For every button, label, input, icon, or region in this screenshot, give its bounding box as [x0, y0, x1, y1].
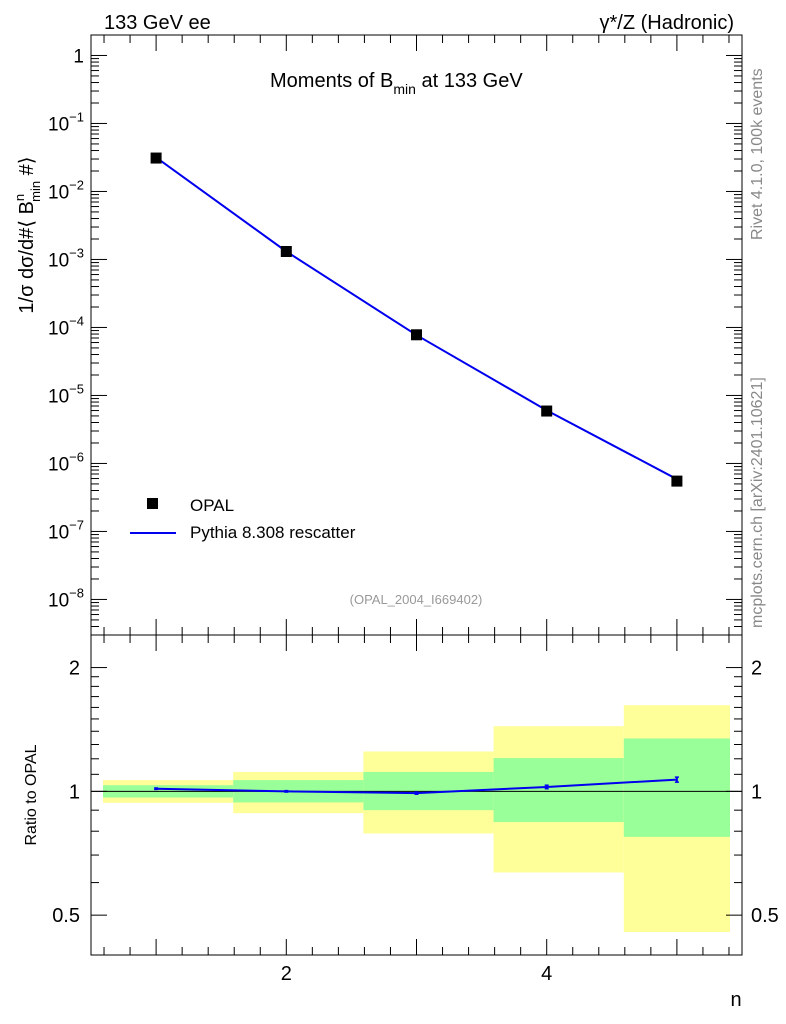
main-y-tick-labels: 1 10−1 10−2 10−3 10−4 10−5 10−6 10−7 10−8	[48, 46, 84, 611]
data-point-opal	[411, 329, 422, 341]
y-tick-label: 10−2	[48, 177, 84, 203]
ratio-y-tick-label: 2	[69, 658, 80, 680]
main-panel: 1 10−1 10−2 10−3 10−4 10−5 10−6 10−7 10−8 Moment…	[12, 34, 743, 636]
ratio-ticks	[91, 635, 742, 956]
y-tick-label: 1	[73, 46, 84, 67]
y-tick-label: 10−8	[48, 585, 84, 611]
legend-label-pythia: Pythia 8.308 rescatter	[190, 523, 356, 542]
series-line-pythia	[155, 156, 678, 481]
ratio-y-tick-label-right: 0.5	[751, 905, 779, 927]
ratio-y-tick-label: 0.5	[52, 905, 80, 927]
header-left: 133 GeV ee	[104, 12, 211, 34]
inner-band	[623, 738, 730, 837]
mcplots-reference-label: mcplots.cern.ch [arXiv:2401.10621]	[749, 377, 766, 628]
legend: OPAL Pythia 8.308 rescatter	[130, 496, 356, 542]
x-tick-label: 4	[541, 963, 552, 985]
main-y-axis-label: 1/σ dσ/d#⟨ Bnmin #⟩	[12, 156, 43, 313]
inner-band	[493, 758, 624, 823]
data-point-opal	[150, 152, 162, 164]
ratio-y-axis-label: Ratio to OPAL	[23, 744, 40, 845]
analysis-watermark: (OPAL_2004_I669402)	[350, 592, 483, 607]
x-tick-label: 2	[281, 963, 292, 985]
y-tick-label: 10−1	[48, 109, 84, 135]
chart-title: Moments of Bmin at 133 GeV	[270, 70, 523, 97]
ratio-error-bars	[154, 776, 679, 795]
legend-label-opal: OPAL	[190, 496, 234, 515]
data-point-opal	[671, 475, 683, 487]
x-axis-label: n	[730, 989, 741, 1011]
ratio-uncertainty-bands	[103, 705, 730, 932]
ratio-y-tick-labels: 0.5 0.5 1 1 2 2	[52, 658, 779, 928]
legend-marker-opal	[147, 498, 158, 509]
y-tick-label: 10−7	[48, 517, 84, 543]
data-point-opal	[280, 245, 292, 257]
ratio-y-tick-label: 1	[69, 781, 80, 803]
main-ticks	[91, 34, 742, 636]
header-right: γ*/Z (Hadronic)	[600, 12, 734, 34]
y-tick-label: 10−5	[48, 381, 84, 407]
ratio-y-tick-label-right: 2	[751, 658, 762, 680]
rivet-version-label: Rivet 4.1.0, 100k events	[749, 68, 766, 240]
data-points-opal	[150, 152, 683, 487]
data-point-opal	[541, 405, 553, 417]
ratio-y-tick-label-right: 1	[751, 781, 762, 803]
y-tick-label: 10−4	[48, 313, 84, 339]
y-tick-label: 10−3	[48, 245, 84, 271]
y-tick-label: 10−6	[48, 449, 84, 475]
